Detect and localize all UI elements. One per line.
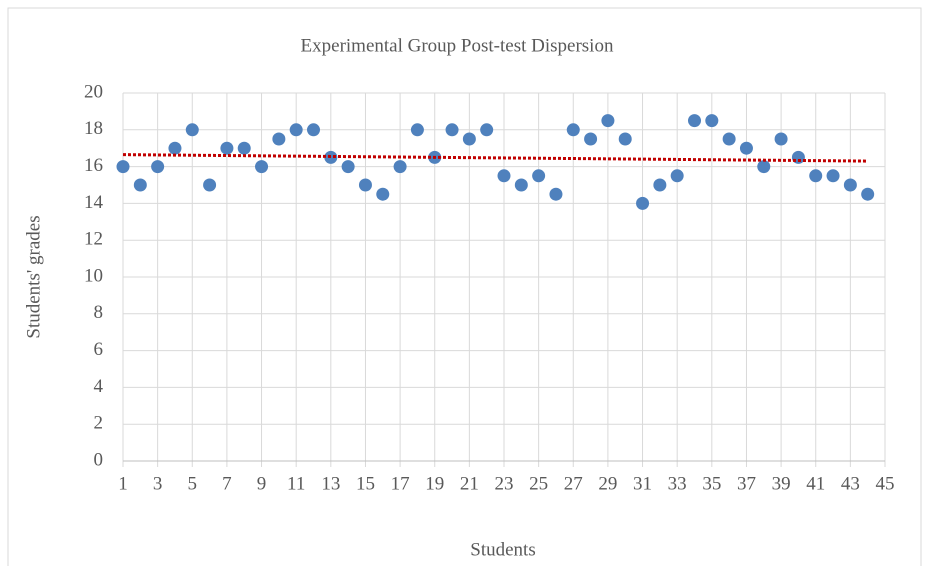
data-point xyxy=(757,160,771,174)
chart-title: Experimental Group Post-test Dispersion xyxy=(301,35,614,56)
x-tick-label: 21 xyxy=(460,473,479,494)
x-tick-label: 1 xyxy=(118,473,128,494)
data-point xyxy=(168,141,182,155)
y-axis-label: Students' grades xyxy=(23,215,44,338)
data-point xyxy=(532,169,546,183)
trendline xyxy=(122,153,868,163)
data-point xyxy=(739,141,753,155)
x-tick-label: 17 xyxy=(391,473,410,494)
data-point xyxy=(272,132,286,146)
data-point xyxy=(376,187,390,201)
x-tick-label: 23 xyxy=(495,473,514,494)
x-tick-label: 25 xyxy=(529,473,548,494)
y-tick-label: 18 xyxy=(84,118,103,139)
data-point xyxy=(722,132,736,146)
y-tick-label: 10 xyxy=(84,265,103,286)
data-point xyxy=(601,114,615,128)
x-tick-label: 41 xyxy=(806,473,825,494)
data-point xyxy=(636,196,650,210)
x-tick-label: 9 xyxy=(257,473,267,494)
y-tick-label: 0 xyxy=(94,449,104,470)
x-axis-label: Students xyxy=(470,539,535,560)
data-point xyxy=(826,169,840,183)
x-tick-label: 35 xyxy=(702,473,721,494)
y-tick-label: 4 xyxy=(94,376,104,397)
data-point xyxy=(341,160,355,174)
x-tick-label: 7 xyxy=(222,473,232,494)
data-point xyxy=(653,178,667,192)
data-point xyxy=(670,169,684,183)
y-tick-label: 20 xyxy=(84,81,103,102)
x-tick-label: 15 xyxy=(356,473,375,494)
data-point xyxy=(445,123,459,137)
x-tick-label: 31 xyxy=(633,473,652,494)
data-point xyxy=(774,132,788,146)
data-point xyxy=(237,141,251,155)
y-tick-label: 2 xyxy=(94,413,104,434)
chart-border xyxy=(7,7,922,566)
data-point xyxy=(203,178,217,192)
x-tick-label: 11 xyxy=(287,473,305,494)
x-tick-label: 27 xyxy=(564,473,583,494)
data-point xyxy=(566,123,580,137)
x-tick-label: 33 xyxy=(668,473,687,494)
data-point xyxy=(133,178,147,192)
data-point xyxy=(497,169,511,183)
y-tick-label: 14 xyxy=(84,192,104,213)
data-point xyxy=(255,160,269,174)
data-point xyxy=(861,187,875,201)
x-tick-label: 29 xyxy=(598,473,617,494)
x-tick-label: 39 xyxy=(772,473,791,494)
data-point xyxy=(688,114,701,128)
data-point xyxy=(116,160,130,174)
data-point xyxy=(584,132,598,146)
x-tick-label: 3 xyxy=(153,473,163,494)
y-tick-label: 12 xyxy=(84,229,103,250)
data-point xyxy=(220,141,234,155)
y-tick-label: 16 xyxy=(84,155,103,176)
y-tick-label: 6 xyxy=(94,339,104,360)
data-point xyxy=(618,132,632,146)
y-tick-label: 8 xyxy=(94,302,104,323)
data-point xyxy=(549,187,563,201)
x-tick-label: 5 xyxy=(188,473,198,494)
data-point xyxy=(843,178,857,192)
x-tick-label: 19 xyxy=(425,473,444,494)
x-tick-label: 45 xyxy=(876,473,895,494)
data-point xyxy=(358,178,372,192)
data-point xyxy=(185,123,199,137)
x-tick-label: 43 xyxy=(841,473,860,494)
x-tick-label: 37 xyxy=(737,473,756,494)
x-tick-label: 13 xyxy=(321,473,340,494)
data-point xyxy=(705,114,719,128)
data-point xyxy=(307,123,320,137)
data-point xyxy=(480,123,494,137)
data-point xyxy=(393,160,407,174)
data-point xyxy=(514,178,528,192)
data-point xyxy=(151,160,165,174)
data-point xyxy=(289,123,303,137)
data-point xyxy=(410,123,424,137)
data-point xyxy=(462,132,476,146)
data-point xyxy=(809,169,823,183)
